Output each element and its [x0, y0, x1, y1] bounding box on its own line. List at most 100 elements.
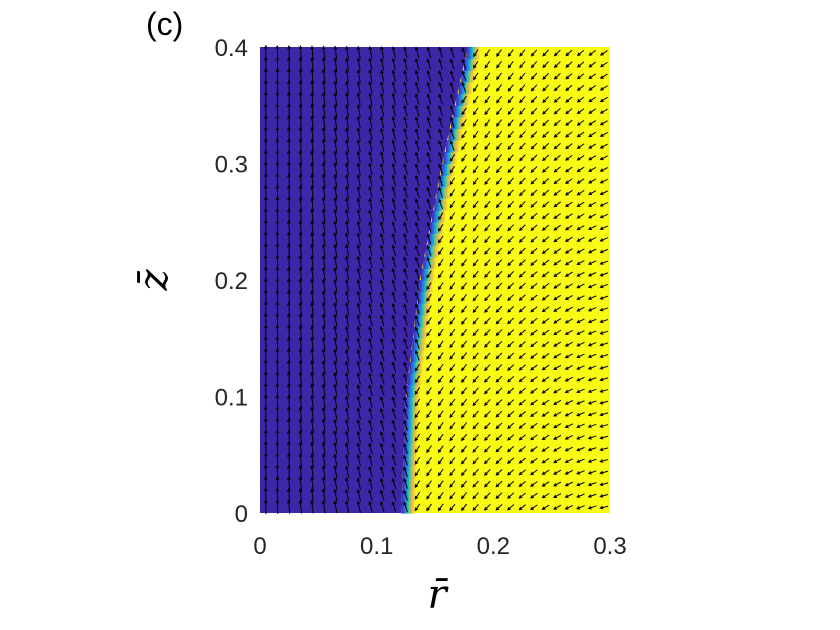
quiver-arrow	[461, 95, 467, 104]
quiver-arrow	[356, 197, 361, 211]
quiver-arrow	[565, 154, 573, 161]
quiver-arrow	[541, 341, 550, 347]
quiver-arrow	[379, 419, 385, 431]
quiver-arrow	[379, 139, 385, 152]
quiver-arrow	[507, 469, 515, 476]
quiver-arrow	[576, 73, 585, 80]
quiver-arrow	[333, 360, 338, 374]
heatmap-transition-band	[432, 210, 447, 223]
quiver-arrow	[403, 81, 408, 94]
quiver-arrow	[553, 283, 562, 289]
quiver-arrow	[449, 398, 456, 407]
quiver-arrow	[414, 433, 421, 442]
quiver-arrow	[518, 224, 526, 232]
quiver-arrow	[403, 291, 408, 303]
y-axis-ticks: 0 0.1 0.2 0.3 0.4	[215, 35, 248, 528]
quiver-arrow	[541, 434, 550, 441]
quiver-arrow	[345, 68, 349, 83]
quiver-arrow	[414, 93, 420, 105]
quiver-arrow	[564, 423, 573, 429]
quiver-arrow	[403, 384, 408, 396]
quiver-arrow	[472, 480, 479, 488]
quiver-arrow	[495, 504, 503, 511]
quiver-arrow	[333, 138, 338, 153]
quiver-arrow	[368, 360, 373, 373]
quiver-arrow	[333, 476, 338, 490]
quiver-arrow	[379, 314, 385, 327]
quiver-arrow	[368, 430, 373, 443]
quiver-arrow	[414, 375, 421, 384]
quiver-arrow	[333, 103, 338, 118]
quiver-arrow	[287, 487, 291, 503]
quiver-arrow	[356, 174, 361, 187]
quiver-arrow	[321, 115, 326, 130]
quiver-arrow	[461, 328, 468, 337]
quiver-arrow	[495, 352, 503, 360]
quiver-arrow	[333, 383, 338, 397]
quiver-arrow	[484, 60, 491, 69]
quiver-arrow	[368, 442, 373, 455]
quiver-arrow	[484, 422, 491, 430]
x-tick-label: 0.2	[477, 533, 510, 560]
quiver-arrow	[587, 353, 597, 359]
quiver-arrow	[321, 348, 326, 362]
quiver-arrow	[599, 365, 609, 370]
quiver-arrow	[472, 457, 479, 465]
quiver-arrow	[345, 127, 349, 141]
quiver-arrow	[507, 154, 514, 162]
quiver-arrow	[298, 441, 303, 456]
quiver-arrow	[553, 329, 562, 336]
quiver-field	[263, 44, 609, 515]
quiver-arrow	[356, 372, 361, 385]
quiver-arrow	[472, 247, 479, 255]
quiver-arrow	[495, 305, 503, 313]
quiver-arrow	[310, 266, 314, 281]
quiver-arrow	[530, 492, 538, 499]
quiver-arrow	[321, 150, 326, 165]
quiver-arrow	[356, 57, 361, 71]
quiver-arrow	[588, 96, 597, 103]
quiver-arrow	[587, 458, 597, 463]
quiver-arrow	[460, 468, 468, 477]
quiver-arrow	[564, 388, 573, 394]
quiver-arrow	[414, 315, 420, 326]
quiver-arrow	[518, 411, 526, 418]
quiver-arrow	[541, 283, 550, 289]
quiver-arrow	[391, 407, 397, 420]
quiver-arrow	[437, 468, 444, 477]
quiver-arrow	[553, 399, 562, 405]
quiver-arrow	[426, 163, 432, 175]
quiver-arrow	[576, 411, 585, 417]
quiver-arrow	[379, 489, 385, 501]
quiver-arrow	[379, 326, 385, 338]
quiver-arrow	[333, 290, 338, 304]
quiver-arrow	[553, 376, 562, 382]
quiver-arrow	[310, 313, 314, 328]
quiver-arrow	[298, 173, 303, 188]
quiver-arrow	[391, 489, 397, 501]
quiver-arrow	[368, 45, 373, 59]
quiver-arrow	[460, 457, 468, 465]
quiver-arrow	[438, 46, 443, 59]
x-tick-label: 0	[253, 533, 266, 560]
quiver-arrow	[368, 337, 373, 350]
quiver-arrow	[356, 115, 361, 129]
quiver-arrow	[368, 290, 373, 304]
quiver-arrow	[426, 256, 432, 268]
quiver-arrow	[287, 45, 291, 60]
quiver-arrow	[599, 131, 608, 137]
quiver-arrow	[587, 377, 597, 382]
quiver-arrow	[553, 84, 561, 92]
quiver-arrow	[553, 131, 561, 138]
quiver-arrow	[414, 291, 420, 303]
quiver-arrow	[530, 189, 538, 197]
quiver-arrow	[437, 398, 444, 407]
quiver-arrow	[449, 154, 456, 162]
quiver-arrow	[310, 429, 314, 444]
quiver-arrow	[449, 258, 456, 267]
quiver-arrow	[541, 399, 550, 406]
quiver-arrow	[530, 352, 538, 359]
quiver-arrow	[379, 349, 385, 362]
quiver-arrow	[287, 476, 291, 491]
quiver-arrow	[472, 270, 479, 279]
